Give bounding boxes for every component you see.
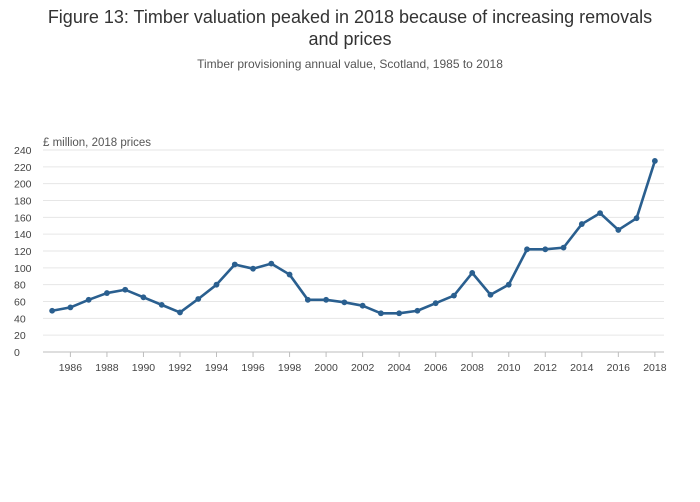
- axis-layer: 0 20 40 60 80 100 120 140 160 180 200 220 240 1986 198…: [14, 145, 667, 374]
- data-point: [633, 215, 640, 222]
- data-point: [213, 281, 220, 288]
- y-axis-label: £ million, 2018 prices: [43, 137, 151, 149]
- y-tick-label: 60: [14, 297, 26, 309]
- data-point: [85, 296, 92, 303]
- data-point: [432, 300, 439, 307]
- data-point: [323, 296, 330, 303]
- data-point: [158, 301, 165, 308]
- data-point: [268, 260, 275, 267]
- series-layer: [49, 158, 658, 317]
- series-line: [50, 159, 657, 315]
- data-point: [615, 227, 622, 233]
- data-point: [67, 304, 74, 311]
- y-tick-label: 160: [14, 212, 32, 224]
- x-tick-label: 2016: [607, 362, 631, 374]
- x-tick-label: 1994: [205, 362, 229, 374]
- x-tick-label: 2012: [534, 362, 558, 374]
- data-point: [542, 246, 549, 253]
- chart-title-line-1: Figure 13: Timber valuation peaked in 20…: [47, 7, 653, 27]
- data-point: [578, 221, 585, 227]
- y-tick-label: 240: [14, 145, 32, 157]
- y-tick-label: 0: [14, 347, 20, 359]
- x-tick-label: 1998: [278, 362, 302, 374]
- y-tick-label: 220: [14, 162, 32, 174]
- data-point: [451, 292, 457, 299]
- data-point: [396, 310, 403, 317]
- x-tick-label: 2002: [351, 362, 375, 374]
- grid-layer: [43, 149, 664, 336]
- data-point: [377, 310, 384, 317]
- data-point: [286, 271, 293, 278]
- y-tick-label: 40: [14, 313, 26, 325]
- data-point: [487, 291, 494, 298]
- data-point: [341, 299, 348, 306]
- x-tick-label: 1996: [241, 362, 265, 374]
- data-point: [250, 265, 256, 272]
- x-tick-label: 2000: [314, 362, 338, 374]
- x-tick-label: 2010: [497, 362, 521, 374]
- data-point: [49, 307, 56, 314]
- y-tick-label: 140: [14, 229, 32, 241]
- data-point: [524, 246, 530, 253]
- data-point: [597, 210, 603, 217]
- data-point: [195, 296, 202, 302]
- data-point: [104, 290, 110, 296]
- data-point: [140, 294, 147, 301]
- x-tick-label: 1990: [132, 362, 156, 374]
- y-tick-label: 80: [14, 280, 26, 292]
- x-tick-label: 1986: [59, 362, 83, 374]
- x-tick-label: 2018: [643, 362, 667, 374]
- chart-title-line-2: and prices: [308, 29, 392, 49]
- data-point: [651, 158, 658, 164]
- x-tick-label: 1992: [168, 362, 192, 374]
- data-point: [359, 302, 366, 309]
- data-point: [469, 269, 476, 276]
- y-tick-label: 180: [14, 196, 32, 208]
- chart-title: Figure 13: Timber valuation peaked in 20…: [0, 6, 700, 50]
- y-tick-label: 200: [14, 179, 32, 191]
- x-tick-label: 2008: [461, 362, 485, 374]
- y-tick-label: 20: [14, 330, 26, 342]
- x-tick-label: 2014: [570, 362, 594, 374]
- x-tick-label: 2004: [387, 362, 411, 374]
- data-point: [560, 244, 567, 251]
- x-tick-label: 1988: [95, 362, 119, 374]
- data-point: [304, 296, 311, 303]
- data-point: [505, 281, 512, 288]
- y-tick-label: 100: [14, 263, 32, 275]
- x-tick-label: 2006: [424, 362, 448, 374]
- data-point: [122, 286, 129, 293]
- data-point: [414, 307, 421, 314]
- chart-subtitle: Timber provisioning annual value, Scotla…: [197, 57, 503, 71]
- data-point: [177, 309, 183, 316]
- data-point: [231, 261, 238, 268]
- y-tick-label: 120: [14, 246, 32, 258]
